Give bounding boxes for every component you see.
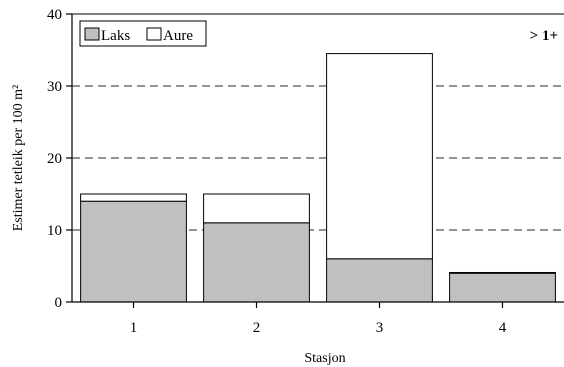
y-axis-title: Estimer tetleik per 100 m² xyxy=(11,85,26,232)
bar-aure-3 xyxy=(326,53,433,260)
legend-box xyxy=(79,20,207,47)
y-tick-label-10: 10 xyxy=(47,223,62,239)
legend-swatch-laks xyxy=(84,27,100,41)
bars xyxy=(80,53,556,303)
x-tick-label-1: 1 xyxy=(130,320,138,336)
legend-label-aure: Aure xyxy=(163,28,193,44)
bar-aure-2 xyxy=(203,193,310,224)
legend: Laks Aure xyxy=(79,20,207,47)
bar-laks-2 xyxy=(203,222,310,303)
x-tick-label-4: 4 xyxy=(499,320,507,336)
age-group-annotation: > 1+ xyxy=(530,28,558,44)
y-tick-label-30: 30 xyxy=(47,79,62,95)
y-ticks: 0 10 20 30 40 xyxy=(47,7,72,311)
x-axis-title: Stasjon xyxy=(304,351,345,366)
y-tick-label-0: 0 xyxy=(55,295,63,311)
y-tick-label-20: 20 xyxy=(47,151,62,167)
x-tick-label-3: 3 xyxy=(376,320,384,336)
legend-label-laks: Laks xyxy=(101,28,130,44)
bar-aure-4 xyxy=(449,271,556,274)
x-ticks: 1 2 3 4 xyxy=(130,302,507,336)
bar-laks-1 xyxy=(80,200,187,303)
x-tick-label-2: 2 xyxy=(253,320,261,336)
y-tick-label-40: 40 xyxy=(47,7,62,23)
bar-aure-1 xyxy=(80,193,187,202)
bar-laks-3 xyxy=(326,258,433,303)
bar-laks-4 xyxy=(449,272,556,303)
legend-swatch-aure xyxy=(146,27,162,41)
